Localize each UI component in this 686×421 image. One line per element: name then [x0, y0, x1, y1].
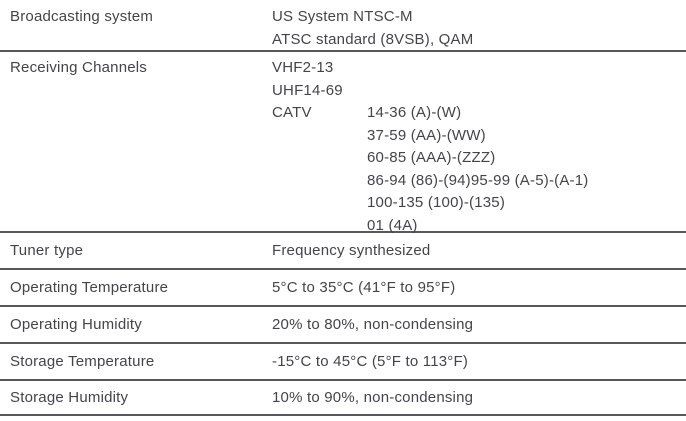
catv-value-group: 14-36 (A)-(W) 37-59 (AA)-(WW) 60-85 (AAA… — [367, 102, 686, 237]
row-label: Receiving Channels — [10, 59, 148, 76]
row-label: Operating Humidity — [10, 316, 142, 333]
row-value-group: US System NTSC-M ATSC standard (8VSB), Q… — [272, 0, 686, 50]
row-value: Frequency synthesized — [272, 242, 431, 259]
row-value: 5°C to 35°C (41°F to 95°F) — [272, 279, 456, 296]
row-label: Operating Temperature — [10, 279, 169, 296]
table-row-storage-humidity: Storage Humidity 10% to 90%, non-condens… — [0, 381, 686, 416]
catv-label: CATV — [272, 104, 312, 121]
catv-value-line: 100-135 (100)-(135) — [367, 194, 506, 211]
table-row-receiving-channels: Receiving Channels VHF2-13 UHF14-69 CATV… — [0, 52, 686, 234]
catv-channel-group: CATV 14-36 (A)-(W) 37-59 (AA)-(WW) 60-85… — [272, 102, 686, 237]
row-label: Storage Humidity — [10, 389, 129, 406]
table-row-broadcasting-system: Broadcasting system US System NTSC-M ATS… — [0, 0, 686, 52]
table-row-operating-humidity: Operating Humidity 20% to 80%, non-conde… — [0, 307, 686, 344]
catv-value-line: 14-36 (A)-(W) — [367, 104, 462, 121]
row-value-line: UHF14-69 — [272, 81, 343, 99]
table-row-operating-temperature: Operating Temperature 5°C to 35°C (41°F … — [0, 270, 686, 307]
catv-value-line: 60-85 (AAA)-(ZZZ) — [367, 149, 496, 166]
row-value-line: VHF2-13 — [272, 59, 334, 76]
catv-value-line: 01 (4A) — [367, 216, 418, 234]
row-label: Broadcasting system — [10, 8, 154, 25]
table-row-tuner-type: Tuner type Frequency synthesized — [0, 233, 686, 270]
table-row-storage-temperature: Storage Temperature -15°C to 45°C (5°F t… — [0, 344, 686, 381]
row-value: 10% to 90%, non-condensing — [272, 389, 474, 406]
row-label: Tuner type — [10, 242, 84, 259]
row-value-line: ATSC standard (8VSB), QAM — [272, 31, 474, 48]
row-value: 20% to 80%, non-condensing — [272, 316, 474, 333]
catv-value-line: 86-94 (86)-(94)95-99 (A-5)-(A-1) — [367, 171, 589, 189]
row-value: -15°C to 45°C (5°F to 113°F) — [272, 353, 469, 370]
row-label: Storage Temperature — [10, 353, 155, 370]
row-value-group: VHF2-13 UHF14-69 CATV 14-36 (A)-(W) 37-5… — [272, 52, 686, 234]
row-value-line: US System NTSC-M — [272, 8, 413, 25]
catv-value-line: 37-59 (AA)-(WW) — [367, 126, 486, 144]
